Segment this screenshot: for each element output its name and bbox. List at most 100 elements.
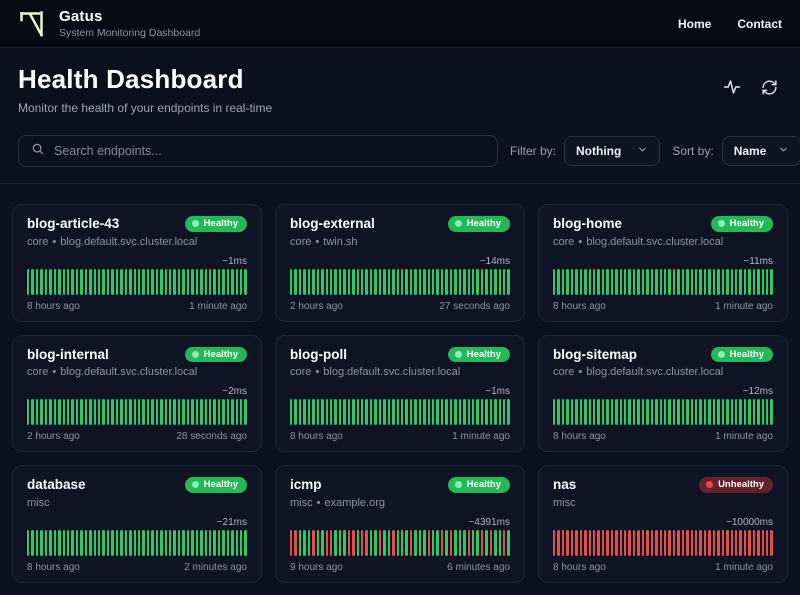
status-bar[interactable] — [307, 399, 311, 425]
status-bar[interactable] — [445, 268, 448, 295]
status-bar[interactable] — [155, 529, 159, 556]
status-bar[interactable] — [80, 529, 83, 556]
status-bar[interactable] — [347, 268, 351, 295]
status-bar[interactable] — [557, 529, 560, 556]
nav-link-home[interactable]: Home — [677, 16, 712, 31]
status-bar[interactable] — [409, 529, 413, 556]
status-bar[interactable] — [739, 399, 742, 425]
status-bar[interactable] — [601, 399, 605, 425]
status-bar[interactable] — [66, 529, 70, 556]
status-bar[interactable] — [663, 268, 667, 295]
status-bar[interactable] — [632, 529, 636, 556]
status-bar[interactable] — [584, 399, 587, 425]
status-bar[interactable] — [186, 529, 190, 556]
status-bar[interactable] — [409, 268, 413, 295]
status-bar[interactable] — [498, 399, 501, 425]
status-bar[interactable] — [588, 529, 591, 556]
status-bar[interactable] — [588, 268, 591, 295]
status-bar[interactable] — [49, 268, 52, 295]
status-bar[interactable] — [226, 529, 230, 556]
status-bar[interactable] — [405, 268, 408, 295]
status-bar[interactable] — [40, 268, 43, 295]
status-bar[interactable] — [601, 529, 605, 556]
status-bar[interactable] — [378, 268, 382, 295]
status-bar[interactable] — [686, 399, 689, 425]
status-bar[interactable] — [734, 268, 738, 295]
status-bar[interactable] — [739, 268, 742, 295]
status-bar[interactable] — [173, 268, 176, 295]
status-bar[interactable] — [730, 399, 733, 425]
status-bar[interactable] — [708, 268, 711, 295]
status-bar[interactable] — [378, 399, 382, 425]
status-bar[interactable] — [597, 399, 600, 425]
status-bar[interactable] — [374, 399, 377, 425]
status-bar[interactable] — [98, 399, 101, 425]
status-bar[interactable] — [721, 529, 725, 556]
status-bar[interactable] — [325, 399, 328, 425]
status-bar[interactable] — [597, 268, 600, 295]
status-bar[interactable] — [177, 268, 181, 295]
status-bar[interactable] — [195, 529, 199, 556]
status-bar[interactable] — [427, 399, 430, 425]
status-bar[interactable] — [204, 529, 207, 556]
status-bar[interactable] — [53, 268, 57, 295]
status-bar[interactable] — [106, 268, 110, 295]
status-bar[interactable] — [392, 529, 395, 556]
status-bar[interactable] — [615, 399, 618, 425]
status-bar[interactable] — [553, 399, 556, 425]
status-bar[interactable] — [766, 399, 769, 425]
status-bar[interactable] — [699, 268, 702, 295]
status-bar[interactable] — [231, 268, 234, 295]
status-bar[interactable] — [663, 399, 667, 425]
status-bar[interactable] — [445, 399, 448, 425]
status-bar[interactable] — [312, 268, 315, 295]
status-bar[interactable] — [329, 399, 333, 425]
status-bar[interactable] — [672, 268, 676, 295]
status-bar[interactable] — [290, 268, 293, 295]
status-bar[interactable] — [553, 529, 556, 556]
status-bar[interactable] — [690, 268, 693, 295]
status-bar[interactable] — [686, 529, 689, 556]
status-bar[interactable] — [681, 399, 685, 425]
status-bar[interactable] — [392, 399, 395, 425]
endpoint-card[interactable]: blog-external Healthy core • twin.sh ~14ms… — [275, 204, 525, 322]
status-bar[interactable] — [35, 399, 39, 425]
status-bar[interactable] — [414, 268, 417, 295]
status-bar[interactable] — [244, 399, 247, 425]
status-bar[interactable] — [463, 268, 466, 295]
status-bar[interactable] — [734, 399, 738, 425]
status-bar[interactable] — [681, 529, 685, 556]
status-bar[interactable] — [699, 399, 702, 425]
status-bar[interactable] — [111, 268, 114, 295]
status-bar[interactable] — [606, 529, 609, 556]
status-bar[interactable] — [436, 529, 439, 556]
status-bar[interactable] — [316, 529, 320, 556]
status-bar[interactable] — [503, 268, 506, 295]
endpoint-card[interactable]: database Healthy misc ~21ms 8 hours ago … — [12, 465, 262, 583]
status-bar[interactable] — [427, 268, 430, 295]
status-bar[interactable] — [35, 268, 39, 295]
status-bar[interactable] — [120, 399, 123, 425]
status-bar[interactable] — [432, 529, 435, 556]
status-bar[interactable] — [485, 268, 488, 295]
status-bar[interactable] — [467, 529, 470, 556]
status-bar[interactable] — [84, 399, 88, 425]
status-bar[interactable] — [507, 399, 510, 425]
status-bar[interactable] — [606, 399, 609, 425]
status-bar[interactable] — [235, 268, 238, 295]
status-bar[interactable] — [374, 529, 377, 556]
status-bar[interactable] — [668, 268, 671, 295]
status-bar[interactable] — [120, 529, 123, 556]
status-bar[interactable] — [321, 399, 324, 425]
status-bar[interactable] — [570, 529, 574, 556]
status-bar[interactable] — [84, 529, 88, 556]
status-bar[interactable] — [440, 399, 444, 425]
status-bar[interactable] — [71, 399, 74, 425]
status-bar[interactable] — [588, 399, 591, 425]
status-bar[interactable] — [160, 529, 163, 556]
status-bar[interactable] — [436, 399, 439, 425]
status-bar[interactable] — [712, 399, 716, 425]
status-bar[interactable] — [770, 399, 773, 425]
status-bar[interactable] — [717, 399, 720, 425]
status-bar[interactable] — [566, 268, 569, 295]
